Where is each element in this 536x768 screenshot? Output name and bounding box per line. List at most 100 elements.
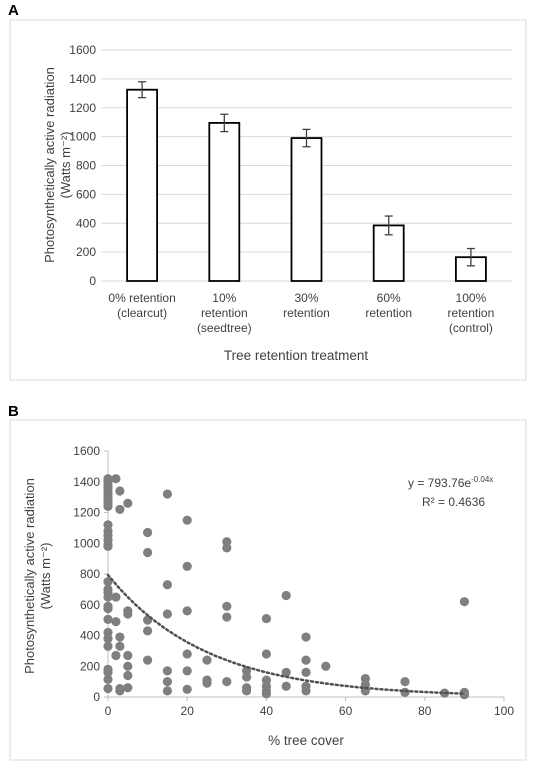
chart-a-x-axis-label: Tree retention treatment [224, 348, 369, 363]
label-line: 10% [212, 291, 236, 305]
chart-a-error-bars [138, 81, 475, 267]
x-tick-label: 80 [418, 704, 432, 718]
chart-b-frame [9, 419, 527, 761]
chart-a-y-axis-label: Photosynthetically active radiation(Watt… [42, 67, 73, 263]
y-tick-label: 400 [76, 216, 96, 230]
r-squared-label: R² = 0.4636 [422, 495, 485, 509]
x-tick-label: 100 [494, 704, 514, 718]
label-line: (Watts m⁻²) [38, 542, 53, 609]
label-line: 60% [377, 291, 401, 305]
y-tick-label: 0 [89, 274, 96, 288]
data-point [281, 590, 291, 601]
data-point [182, 684, 192, 694]
data-point [103, 633, 113, 644]
data-point [281, 681, 291, 691]
data-point [162, 666, 172, 676]
label-line: retention [201, 306, 248, 320]
label-line: (clearcut) [117, 306, 167, 320]
data-point [242, 672, 252, 682]
data-point [261, 649, 271, 659]
y-tick-label: 1200 [69, 101, 96, 115]
chart-a-bars [126, 88, 487, 282]
data-point [162, 677, 172, 687]
y-tick-label: 1200 [73, 506, 100, 520]
label-line: 100% [456, 291, 487, 305]
y-tick-label: 400 [80, 629, 100, 643]
chart-b-y-axis-label: Photosynthetically active radiation(Watt… [22, 478, 53, 674]
data-point [103, 501, 113, 511]
x-tick-label: 10% retention (seedtree) [197, 291, 252, 335]
y-tick-label: 1600 [69, 43, 96, 57]
data-point [111, 474, 121, 484]
y-tick-label: 800 [76, 159, 96, 173]
data-point [400, 677, 410, 687]
data-point [103, 674, 113, 684]
data-point [261, 689, 271, 699]
y-tick-label: 600 [80, 598, 100, 612]
chart-b-trendline [106, 573, 466, 695]
data-point [115, 486, 125, 496]
x-tick-label: 0 [105, 704, 112, 718]
chart-b-x-axis-label: % tree cover [268, 733, 344, 748]
data-point [111, 617, 121, 627]
chart-b-points [103, 474, 469, 700]
label-line: (control) [449, 321, 493, 335]
data-point [202, 678, 212, 688]
data-point [261, 613, 271, 624]
data-point [242, 686, 252, 696]
label-line: retention [365, 306, 412, 320]
data-point [115, 641, 125, 651]
data-point [123, 609, 133, 619]
data-point [222, 677, 232, 687]
data-point [103, 541, 113, 551]
data-point [123, 650, 133, 661]
data-point [202, 655, 212, 665]
bar [208, 122, 241, 282]
chart-b-y-tick-labels: 0 200 400 600 800 1000 1200 1400 1600 [73, 444, 108, 704]
chart-a-y-tick-labels: 0 200 400 600 800 1000 1200 1400 1600 [69, 43, 96, 288]
data-point [143, 655, 153, 665]
data-point [103, 614, 113, 624]
data-point [111, 650, 121, 661]
data-point [115, 632, 125, 642]
y-tick-label: 800 [80, 567, 100, 581]
data-point [321, 661, 331, 671]
data-point [301, 686, 311, 696]
bar [372, 224, 405, 282]
y-tick-label: 1000 [69, 130, 96, 144]
data-point [182, 649, 192, 659]
data-point [123, 683, 133, 693]
trendline-equation: y = 793.76e-0.04x [408, 475, 493, 490]
x-tick-label: 40 [260, 704, 274, 718]
label-line: 0% retention [108, 291, 175, 305]
label-line: Photosynthetically active radiation [42, 67, 57, 263]
bar [126, 88, 158, 282]
data-point [123, 498, 133, 508]
data-point [301, 632, 311, 642]
data-point [400, 687, 410, 697]
label-line: (seedtree) [197, 321, 252, 335]
label-line: (Watts m⁻²) [58, 131, 73, 198]
scatter-chart: 0 200 400 600 800 1000 1200 1400 1600 0 20 40 60 80 1… [9, 419, 527, 761]
y-tick-label: 0 [93, 690, 100, 704]
data-point [115, 686, 125, 696]
data-point [281, 667, 291, 677]
x-tick-label: 20 [181, 704, 195, 718]
chart-a-x-tick-labels: 0% retention (clearcut)10% retention (seedt… [108, 291, 494, 335]
data-point [143, 547, 153, 558]
panel-label-a: A [8, 2, 19, 19]
data-point [111, 592, 121, 602]
data-point [182, 666, 192, 676]
data-point [123, 661, 133, 671]
data-point [103, 641, 113, 651]
bar [290, 137, 323, 282]
data-point [103, 592, 113, 602]
chart-a-frame [9, 19, 527, 381]
data-point [162, 580, 172, 590]
x-tick-label: 0% retention (clearcut) [108, 291, 175, 320]
data-point [182, 515, 192, 525]
data-point [115, 504, 125, 515]
data-point [459, 597, 469, 607]
y-tick-label: 1400 [69, 72, 96, 86]
